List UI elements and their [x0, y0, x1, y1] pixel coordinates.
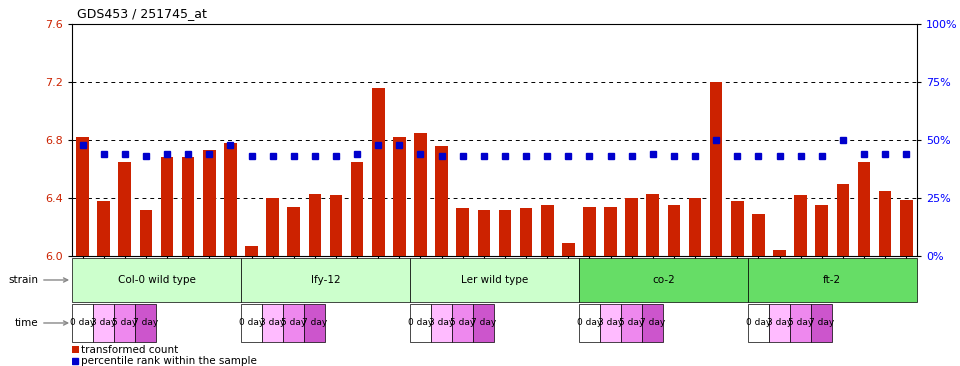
Bar	[372, 88, 385, 256]
Bar	[139, 210, 153, 256]
Bar	[72, 258, 241, 302]
Bar	[477, 210, 491, 256]
Bar	[241, 304, 262, 342]
Bar	[811, 304, 832, 342]
Bar	[76, 137, 89, 256]
Bar	[114, 304, 135, 342]
Bar	[393, 137, 406, 256]
Text: 3 day: 3 day	[767, 318, 792, 328]
Bar	[900, 199, 913, 256]
Bar	[794, 195, 807, 256]
Text: ft-2: ft-2	[824, 275, 841, 285]
Bar	[181, 157, 195, 256]
Bar	[731, 201, 744, 256]
Bar	[562, 243, 575, 256]
Bar	[667, 205, 681, 256]
Bar	[350, 162, 364, 256]
Bar	[308, 194, 322, 256]
Bar	[224, 143, 237, 256]
Bar	[709, 82, 723, 256]
Bar	[410, 258, 579, 302]
Bar	[456, 208, 469, 256]
Text: 3 day: 3 day	[91, 318, 116, 328]
Text: 3 day: 3 day	[598, 318, 623, 328]
Text: 5 day: 5 day	[619, 318, 644, 328]
Bar	[519, 208, 533, 256]
Text: time: time	[14, 318, 67, 328]
Text: 7 day: 7 day	[471, 318, 496, 328]
Bar	[241, 258, 410, 302]
Bar	[579, 258, 748, 302]
Bar	[72, 346, 79, 353]
Bar	[600, 304, 621, 342]
Text: 5 day: 5 day	[788, 318, 813, 328]
Bar	[473, 304, 494, 342]
Bar	[135, 304, 156, 342]
Bar	[410, 304, 431, 342]
Bar	[431, 304, 452, 342]
Bar	[878, 191, 892, 256]
Bar	[579, 304, 600, 342]
Text: percentile rank within the sample: percentile rank within the sample	[82, 355, 257, 366]
Text: 3 day: 3 day	[260, 318, 285, 328]
Text: Ler wild type: Ler wild type	[461, 275, 528, 285]
Text: GDS453 / 251745_at: GDS453 / 251745_at	[77, 7, 206, 20]
Bar	[790, 304, 811, 342]
Bar	[583, 207, 596, 256]
Bar	[245, 246, 258, 256]
Bar	[769, 304, 790, 342]
Text: 7 day: 7 day	[640, 318, 665, 328]
Bar	[748, 304, 769, 342]
Bar	[118, 162, 132, 256]
Text: transformed count: transformed count	[82, 345, 179, 355]
Text: 5 day: 5 day	[112, 318, 137, 328]
Text: 7 day: 7 day	[133, 318, 158, 328]
Bar	[283, 304, 304, 342]
Bar	[815, 205, 828, 256]
Text: 5 day: 5 day	[281, 318, 306, 328]
Bar	[642, 304, 663, 342]
Text: Col-0 wild type: Col-0 wild type	[117, 275, 196, 285]
Text: strain: strain	[9, 275, 67, 285]
Text: 7 day: 7 day	[302, 318, 327, 328]
Text: lfy-12: lfy-12	[311, 275, 340, 285]
Text: 0 day: 0 day	[70, 318, 95, 328]
Bar	[93, 304, 114, 342]
Bar	[604, 207, 617, 256]
Bar	[773, 250, 786, 256]
Bar	[287, 207, 300, 256]
Bar	[72, 304, 93, 342]
Bar	[160, 157, 174, 256]
Bar	[203, 150, 216, 256]
Bar	[621, 304, 642, 342]
Bar	[540, 205, 554, 256]
Bar	[752, 214, 765, 256]
Bar	[262, 304, 283, 342]
Text: 0 day: 0 day	[239, 318, 264, 328]
Text: 7 day: 7 day	[809, 318, 834, 328]
Text: 5 day: 5 day	[450, 318, 475, 328]
Bar	[688, 198, 702, 256]
Bar	[304, 304, 325, 342]
Text: 0 day: 0 day	[408, 318, 433, 328]
Bar	[97, 201, 110, 256]
Bar	[498, 210, 512, 256]
Bar	[329, 195, 343, 256]
Bar	[452, 304, 473, 342]
Text: 0 day: 0 day	[746, 318, 771, 328]
Bar	[646, 194, 660, 256]
Bar	[836, 184, 850, 256]
Bar	[266, 198, 279, 256]
Text: 3 day: 3 day	[429, 318, 454, 328]
Bar	[435, 146, 448, 256]
Text: co-2: co-2	[652, 275, 675, 285]
Bar	[748, 258, 917, 302]
Bar	[857, 162, 871, 256]
Bar	[625, 198, 638, 256]
Bar	[414, 133, 427, 256]
Text: 0 day: 0 day	[577, 318, 602, 328]
